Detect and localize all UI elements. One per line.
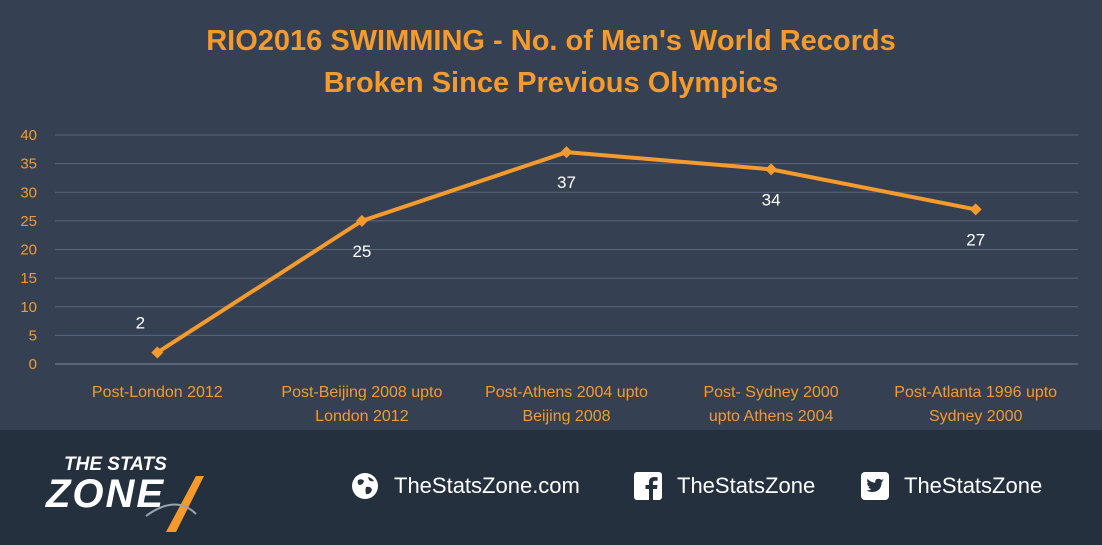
chart-title-line-2: Broken Since Previous Olympics [323, 67, 779, 99]
y-tick-label: 20 [20, 242, 37, 259]
y-tick-label: 10 [20, 299, 37, 316]
data-label: 25 [352, 242, 371, 261]
website-link-text: TheStatsZone.com [394, 473, 580, 498]
logo-text-top: THE STATS [64, 454, 167, 475]
y-tick-label: 40 [20, 127, 37, 144]
x-tick-label: Beijing 2008 [522, 408, 610, 425]
data-point [765, 163, 778, 176]
data-label: 2 [136, 314, 145, 333]
chart-title: RIO2016 SWIMMING - No. of Men's World Re… [0, 20, 1102, 104]
globe-icon [352, 473, 378, 499]
x-tick-label: Post-London 2012 [92, 384, 223, 401]
logo-swoosh-icon [145, 476, 204, 532]
y-tick-label: 5 [29, 327, 37, 344]
twitter-icon [861, 472, 889, 500]
x-tick-label: Post-Atlanta 1996 upto [894, 384, 1057, 401]
x-tick-label: Post-Athens 2004 upto [485, 384, 648, 401]
website-link[interactable]: TheStatsZone.com [350, 468, 580, 504]
logo-text-main: ZONE [46, 472, 166, 516]
footer: THE STATS ZONE TheStatsZone.com TheStats… [0, 430, 1102, 545]
data-point [560, 146, 573, 159]
twitter-link[interactable]: TheStatsZone [860, 468, 1042, 504]
twitter-link-text: TheStatsZone [904, 473, 1043, 498]
y-tick-label: 35 [20, 156, 37, 173]
chart-area: RIO2016 SWIMMING - No. of Men's World Re… [0, 20, 1102, 425]
data-label: 37 [557, 173, 576, 192]
y-tick-label: 0 [29, 356, 37, 373]
x-tick-label: London 2012 [315, 408, 409, 425]
data-point [151, 346, 164, 359]
stats-zone-logo: THE STATS ZONE [46, 454, 246, 534]
y-tick-label: 15 [20, 270, 37, 287]
data-point [969, 203, 982, 216]
chart-title-line-1: RIO2016 SWIMMING - No. of Men's World Re… [206, 25, 896, 57]
data-label: 27 [966, 230, 985, 249]
line-chart: 0 5 10 15 20 25 30 35 40 Post-London 2012 Post-Bei… [20, 127, 1078, 425]
x-tick-label: upto Athens 2004 [709, 408, 834, 425]
x-tick-label: Sydney 2000 [929, 408, 1023, 425]
y-tick-label: 30 [20, 184, 37, 201]
x-tick-label: Post- Sydney 2000 [703, 384, 838, 401]
y-tick-label: 25 [20, 213, 37, 230]
facebook-icon [634, 472, 662, 500]
facebook-link-text: TheStatsZone [677, 473, 816, 498]
x-tick-label: Post-Beijing 2008 upto [281, 384, 442, 401]
data-label: 34 [762, 190, 781, 209]
facebook-link[interactable]: TheStatsZone [633, 468, 815, 504]
data-point [355, 214, 368, 227]
